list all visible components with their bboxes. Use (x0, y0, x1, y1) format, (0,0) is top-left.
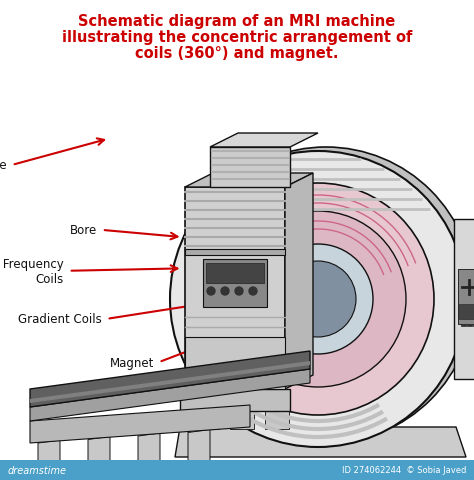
Polygon shape (30, 405, 250, 443)
Polygon shape (38, 440, 60, 480)
Polygon shape (185, 250, 285, 255)
Polygon shape (210, 148, 290, 188)
Polygon shape (285, 174, 313, 389)
Ellipse shape (280, 262, 356, 337)
Text: Schematic diagram of an MRI machine: Schematic diagram of an MRI machine (78, 14, 396, 29)
Polygon shape (30, 369, 310, 421)
Polygon shape (180, 389, 290, 411)
FancyBboxPatch shape (230, 411, 254, 429)
Polygon shape (210, 134, 318, 148)
Polygon shape (185, 188, 285, 389)
Text: Bore: Bore (70, 224, 97, 237)
Polygon shape (185, 174, 313, 188)
Polygon shape (138, 433, 160, 476)
Ellipse shape (170, 152, 466, 447)
Polygon shape (188, 430, 210, 472)
Text: ID 274062244  © Sobia Javed: ID 274062244 © Sobia Javed (342, 466, 466, 475)
Text: coils (360°) and magnet.: coils (360°) and magnet. (135, 46, 339, 61)
Text: Radio Frequency
Coils: Radio Frequency Coils (0, 257, 64, 285)
Ellipse shape (230, 212, 406, 387)
Text: dreamstime: dreamstime (8, 465, 67, 475)
Text: Sample Table: Sample Table (0, 159, 7, 172)
FancyBboxPatch shape (206, 264, 264, 283)
Polygon shape (88, 437, 110, 480)
Polygon shape (175, 427, 466, 457)
Circle shape (249, 288, 257, 295)
FancyBboxPatch shape (459, 304, 474, 319)
FancyBboxPatch shape (195, 411, 219, 429)
Text: Gradient Coils: Gradient Coils (18, 312, 101, 326)
FancyBboxPatch shape (203, 260, 267, 307)
FancyBboxPatch shape (0, 460, 474, 480)
Text: illustrating the concentric arrangement of: illustrating the concentric arrangement … (62, 30, 412, 45)
Text: Magnet: Magnet (109, 356, 154, 369)
Circle shape (235, 288, 243, 295)
Polygon shape (41, 473, 57, 480)
FancyBboxPatch shape (458, 269, 474, 324)
Polygon shape (185, 337, 285, 389)
Ellipse shape (178, 148, 474, 443)
Ellipse shape (263, 244, 373, 354)
Polygon shape (191, 463, 207, 472)
Polygon shape (141, 466, 157, 476)
Polygon shape (30, 361, 310, 403)
Polygon shape (91, 469, 107, 480)
Polygon shape (30, 351, 310, 407)
FancyBboxPatch shape (454, 219, 474, 379)
Circle shape (207, 288, 215, 295)
Circle shape (221, 288, 229, 295)
FancyBboxPatch shape (265, 411, 289, 429)
Ellipse shape (202, 184, 434, 415)
